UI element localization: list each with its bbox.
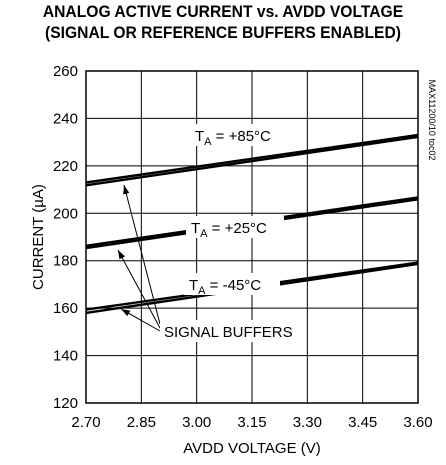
x-tick-label: 3.00 bbox=[182, 414, 211, 431]
x-tick-label: 3.60 bbox=[403, 414, 432, 431]
y-tick-label: 120 bbox=[53, 395, 78, 412]
y-tick-label: 140 bbox=[53, 348, 78, 365]
tick-labels: 2.70 2.85 3.00 3.15 3.30 3.45 3.60 260 240 220 200… bbox=[30, 63, 433, 457]
y-tick-label: 220 bbox=[53, 158, 78, 175]
y-tick-label: 200 bbox=[53, 205, 78, 222]
annotations: MAX11200/10 toc02 TA = +85°C TA = +25°C TA … bbox=[117, 80, 437, 342]
y-axis-label: CURRENT (µA) bbox=[30, 184, 47, 290]
label-background bbox=[190, 124, 288, 146]
annotation-arrow bbox=[120, 308, 161, 332]
figure-code-label: MAX11200/10 toc02 bbox=[427, 80, 437, 161]
x-tick-label: 3.15 bbox=[237, 414, 266, 431]
label-background bbox=[186, 216, 284, 238]
temperature-label: TA = +25°C bbox=[191, 220, 267, 240]
series-line bbox=[85, 133, 419, 184]
x-tick-label: 3.45 bbox=[348, 414, 377, 431]
x-axis-label: AVDD VOLTAGE (V) bbox=[183, 440, 321, 457]
axes bbox=[85, 70, 419, 404]
y-tick-label: 260 bbox=[53, 63, 78, 80]
chart-title-line2: (SIGNAL OR REFERENCE BUFFERS ENABLED) bbox=[45, 23, 401, 42]
plot-frame bbox=[85, 70, 419, 404]
label-background bbox=[184, 273, 280, 295]
label-background bbox=[160, 320, 294, 342]
y-tick-label: 180 bbox=[53, 253, 78, 270]
y-tick-label: 240 bbox=[53, 110, 78, 127]
x-tick-label: 2.70 bbox=[71, 414, 100, 431]
x-tick-label: 2.85 bbox=[127, 414, 156, 431]
chart-title-line1: ANALOG ACTIVE CURRENT vs. AVDD VOLTAGE bbox=[42, 2, 404, 21]
temperature-label: TA = +85°C bbox=[195, 128, 271, 148]
signal-buffers-label: SIGNAL BUFFERS bbox=[164, 324, 293, 341]
annotation-arrow bbox=[117, 249, 161, 329]
temperature-label: TA = -45°C bbox=[189, 277, 261, 297]
annotation-arrow bbox=[123, 184, 161, 325]
y-tick-label: 160 bbox=[53, 300, 78, 317]
series-line bbox=[85, 135, 419, 187]
x-tick-label: 3.30 bbox=[293, 414, 322, 431]
